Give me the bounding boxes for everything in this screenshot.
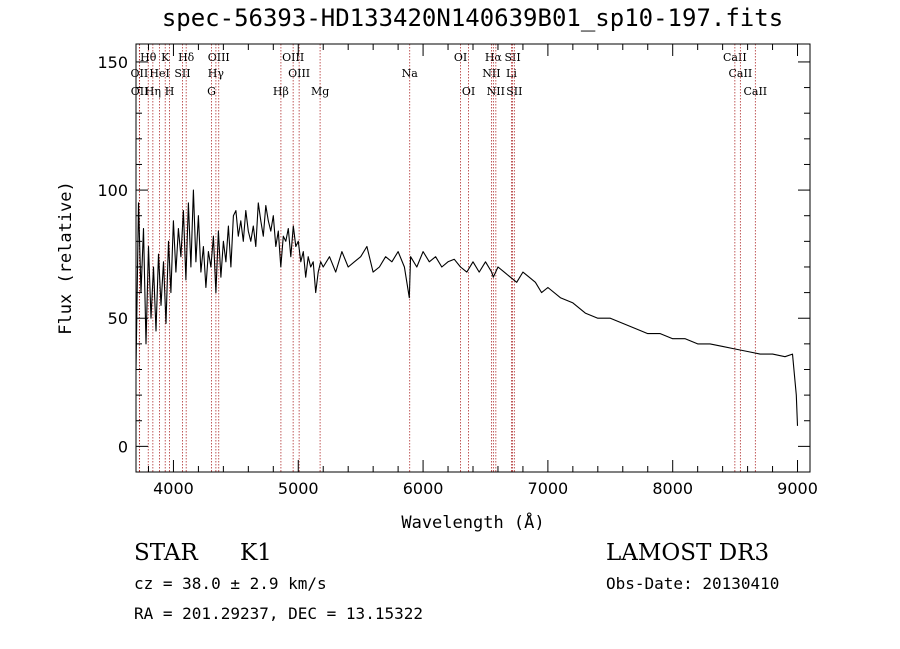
spectral-line-label: OI <box>454 51 467 64</box>
x-tick-label: 9000 <box>777 479 818 498</box>
spectral-line-label: Hβ <box>273 85 289 98</box>
spectral-line-label: SII <box>506 85 522 98</box>
spectral-line-label: Mg <box>311 85 329 98</box>
spectral-line-label: Na <box>402 67 419 80</box>
spectral-line-label: NII <box>487 85 505 98</box>
spectral-line-label: OII <box>131 67 149 80</box>
spectral-line-label: HeI <box>149 67 169 80</box>
chart-title: spec-56393-HD133420N140639B01_sp10-197.f… <box>161 4 784 32</box>
spectral-line-label: SII <box>174 67 190 80</box>
x-axis-label: Wavelength (Å) <box>401 511 544 533</box>
spectral-line-label: Hα <box>485 51 503 64</box>
spectral-line-label: K <box>161 51 170 64</box>
x-tick-label: 7000 <box>528 479 569 498</box>
plot-frame <box>135 43 811 473</box>
spectral-line-label: Hη <box>145 85 161 98</box>
survey-label: LAMOST DR3 <box>606 540 770 566</box>
coordinates-text: RA = 201.29237, DEC = 13.15322 <box>134 604 423 623</box>
spectral-line-label: CaII <box>729 67 753 80</box>
x-tick-label: 8000 <box>652 479 693 498</box>
object-class: STAR <box>134 540 198 566</box>
spectral-line-label: OIII <box>282 51 304 64</box>
spectrum-trace <box>135 189 799 426</box>
object-subclass: K1 <box>240 540 272 566</box>
spectral-line-label: Hγ <box>208 67 225 80</box>
spectral-line-label: SII <box>504 51 520 64</box>
spectral-line-label: CaII <box>723 51 747 64</box>
spectral-line-label: G <box>207 85 216 98</box>
spectral-line-label: CaII <box>743 85 767 98</box>
x-tick-label: 5000 <box>278 479 319 498</box>
spectral-line-label: Hδ <box>178 51 195 64</box>
y-tick-label: 0 <box>118 437 128 456</box>
spectral-line-label: OII <box>131 85 149 98</box>
spectral-line-label: OIII <box>288 67 310 80</box>
y-tick-label: 50 <box>108 309 128 328</box>
spectral-line-label: OIII <box>208 51 230 64</box>
spectral-line-label: OI <box>462 85 475 98</box>
redshift-text: cz = 38.0 ± 2.9 km/s <box>134 574 327 593</box>
x-tick-label: 6000 <box>403 479 444 498</box>
spectral-line-label: NII <box>482 67 500 80</box>
y-tick-label: 150 <box>97 53 128 72</box>
spectral-line-label: Li <box>506 67 517 80</box>
x-tick-label: 4000 <box>153 479 194 498</box>
y-tick-label: 100 <box>97 181 128 200</box>
y-axis-label: Flux (relative) <box>56 181 76 335</box>
obs-date-text: Obs-Date: 20130410 <box>606 574 780 593</box>
spectral-line-label: H <box>165 85 175 98</box>
